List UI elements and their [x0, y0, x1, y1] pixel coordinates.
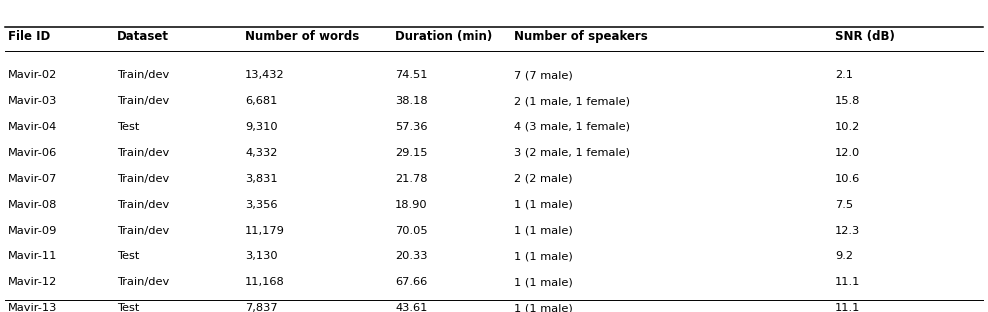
- Text: 70.05: 70.05: [395, 226, 428, 236]
- Text: 3,831: 3,831: [245, 174, 278, 184]
- Text: 10.2: 10.2: [835, 122, 861, 132]
- Text: 57.36: 57.36: [395, 122, 428, 132]
- Text: 10.6: 10.6: [835, 174, 861, 184]
- Text: Mavir-03: Mavir-03: [8, 96, 57, 106]
- Text: Number of speakers: Number of speakers: [514, 30, 647, 43]
- Text: 7.5: 7.5: [835, 200, 853, 210]
- Text: 29.15: 29.15: [395, 148, 428, 158]
- Text: 7,837: 7,837: [245, 303, 278, 312]
- Text: Mavir-08: Mavir-08: [8, 200, 57, 210]
- Text: Train/dev: Train/dev: [117, 226, 169, 236]
- Text: 15.8: 15.8: [835, 96, 861, 106]
- Text: 21.78: 21.78: [395, 174, 428, 184]
- Text: 1 (1 male): 1 (1 male): [514, 200, 572, 210]
- Text: 4,332: 4,332: [245, 148, 278, 158]
- Text: 13,432: 13,432: [245, 70, 285, 80]
- Text: Train/dev: Train/dev: [117, 174, 169, 184]
- Text: Mavir-02: Mavir-02: [8, 70, 57, 80]
- Text: 1 (1 male): 1 (1 male): [514, 303, 572, 312]
- Text: Mavir-09: Mavir-09: [8, 226, 57, 236]
- Text: 1 (1 male): 1 (1 male): [514, 226, 572, 236]
- Text: 18.90: 18.90: [395, 200, 428, 210]
- Text: Mavir-12: Mavir-12: [8, 277, 57, 287]
- Text: Number of words: Number of words: [245, 30, 360, 43]
- Text: Train/dev: Train/dev: [117, 148, 169, 158]
- Text: 12.3: 12.3: [835, 226, 861, 236]
- Text: Train/dev: Train/dev: [117, 277, 169, 287]
- Text: Train/dev: Train/dev: [117, 70, 169, 80]
- Text: 7 (7 male): 7 (7 male): [514, 70, 572, 80]
- Text: 12.0: 12.0: [835, 148, 861, 158]
- Text: Mavir-11: Mavir-11: [8, 251, 57, 261]
- Text: Train/dev: Train/dev: [117, 200, 169, 210]
- Text: 11,168: 11,168: [245, 277, 285, 287]
- Text: Test: Test: [117, 303, 139, 312]
- Text: Test: Test: [117, 251, 139, 261]
- Text: 1 (1 male): 1 (1 male): [514, 251, 572, 261]
- Text: 67.66: 67.66: [395, 277, 428, 287]
- Text: Dataset: Dataset: [117, 30, 169, 43]
- Text: Train/dev: Train/dev: [117, 96, 169, 106]
- Text: Mavir-07: Mavir-07: [8, 174, 57, 184]
- Text: 9,310: 9,310: [245, 122, 278, 132]
- Text: 6,681: 6,681: [245, 96, 278, 106]
- Text: SNR (dB): SNR (dB): [835, 30, 895, 43]
- Text: Mavir-13: Mavir-13: [8, 303, 57, 312]
- Text: 2 (2 male): 2 (2 male): [514, 174, 572, 184]
- Text: Duration (min): Duration (min): [395, 30, 492, 43]
- Text: 4 (3 male, 1 female): 4 (3 male, 1 female): [514, 122, 629, 132]
- Text: Mavir-06: Mavir-06: [8, 148, 57, 158]
- Text: 3 (2 male, 1 female): 3 (2 male, 1 female): [514, 148, 629, 158]
- Text: 11.1: 11.1: [835, 277, 861, 287]
- Text: 11,179: 11,179: [245, 226, 285, 236]
- Text: 1 (1 male): 1 (1 male): [514, 277, 572, 287]
- Text: 2.1: 2.1: [835, 70, 853, 80]
- Text: 43.61: 43.61: [395, 303, 428, 312]
- Text: 3,130: 3,130: [245, 251, 278, 261]
- Text: File ID: File ID: [8, 30, 50, 43]
- Text: Mavir-04: Mavir-04: [8, 122, 57, 132]
- Text: 74.51: 74.51: [395, 70, 428, 80]
- Text: 11.1: 11.1: [835, 303, 861, 312]
- Text: 38.18: 38.18: [395, 96, 428, 106]
- Text: 2 (1 male, 1 female): 2 (1 male, 1 female): [514, 96, 629, 106]
- Text: 3,356: 3,356: [245, 200, 278, 210]
- Text: 9.2: 9.2: [835, 251, 853, 261]
- Text: Test: Test: [117, 122, 139, 132]
- Text: 20.33: 20.33: [395, 251, 428, 261]
